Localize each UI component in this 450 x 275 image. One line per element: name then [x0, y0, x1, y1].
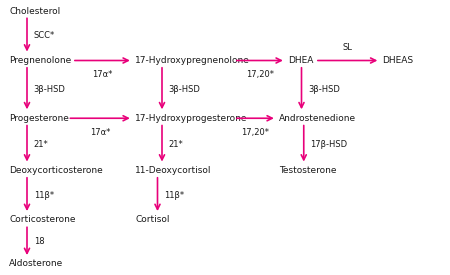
- Text: Corticosterone: Corticosterone: [9, 216, 76, 224]
- Text: 17α*: 17α*: [90, 128, 110, 137]
- Text: Androstenedione: Androstenedione: [279, 114, 356, 123]
- Text: Aldosterone: Aldosterone: [9, 260, 63, 268]
- Text: Cortisol: Cortisol: [135, 216, 170, 224]
- Text: Deoxycorticosterone: Deoxycorticosterone: [9, 166, 103, 175]
- Text: 21*: 21*: [34, 140, 49, 149]
- Text: DHEA: DHEA: [288, 56, 313, 65]
- Text: 11β*: 11β*: [164, 191, 184, 200]
- Text: 17β-HSD: 17β-HSD: [310, 140, 347, 149]
- Text: Progesterone: Progesterone: [9, 114, 69, 123]
- Text: 17,20*: 17,20*: [246, 70, 274, 79]
- Text: 3β-HSD: 3β-HSD: [308, 85, 340, 94]
- Text: 3β-HSD: 3β-HSD: [34, 85, 66, 94]
- Text: 17α*: 17α*: [92, 70, 112, 79]
- Text: 11-Deoxycortisol: 11-Deoxycortisol: [135, 166, 212, 175]
- Text: SCC*: SCC*: [34, 31, 55, 40]
- Text: 11β*: 11β*: [34, 191, 54, 200]
- Text: Pregnenolone: Pregnenolone: [9, 56, 71, 65]
- Text: 21*: 21*: [169, 140, 184, 149]
- Text: Testosterone: Testosterone: [279, 166, 337, 175]
- Text: 17-Hydroxypregnenolone: 17-Hydroxypregnenolone: [135, 56, 250, 65]
- Text: 3β-HSD: 3β-HSD: [169, 85, 201, 94]
- Text: 18: 18: [34, 238, 45, 246]
- Text: 17,20*: 17,20*: [241, 128, 270, 137]
- Text: SL: SL: [343, 43, 352, 52]
- Text: 17-Hydroxyprogesterone: 17-Hydroxyprogesterone: [135, 114, 248, 123]
- Text: Cholesterol: Cholesterol: [9, 7, 60, 15]
- Text: DHEAS: DHEAS: [382, 56, 414, 65]
